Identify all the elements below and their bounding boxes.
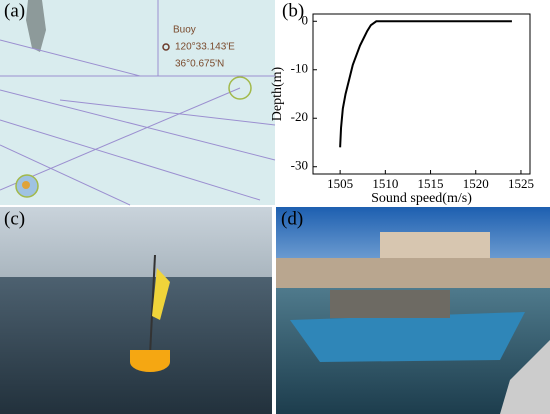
x-tick-label: 1515 [418, 176, 444, 191]
map-panel: Buoy 120°33.143'E 36°0.675'N (a) [0, 0, 276, 206]
y-tick-label: -30 [291, 158, 308, 173]
y-tick-label: 0 [302, 12, 309, 27]
panel-label: (b) [282, 0, 304, 21]
sound-speed-profile [339, 20, 512, 148]
panel-label: (a) [4, 0, 25, 21]
x-tick-label: 1505 [327, 176, 353, 191]
panel-label: (d) [281, 208, 303, 229]
map-label: Buoy [173, 25, 196, 36]
y-axis-label: Depth(m) [270, 66, 285, 121]
photo-boat: (d) [276, 207, 550, 414]
photo-buoy: (c) [0, 207, 272, 414]
map-longitude: 120°33.143'E [175, 42, 235, 53]
x-axis-label: Sound speed(m/s) [371, 191, 472, 206]
y-tick-label: -20 [291, 109, 308, 124]
x-tick-label: 1520 [463, 176, 489, 191]
x-tick-label: 1510 [372, 176, 398, 191]
x-tick-label: 1525 [508, 176, 534, 191]
chart: (b) 1505 1510 1515 1520 1525 0 -10 -20 -30 Sound … [270, 0, 534, 206]
y-tick-label: -10 [291, 61, 308, 76]
map-latitude: 36°0.675'N [175, 59, 224, 70]
axes-box [312, 13, 531, 175]
panel-label: (c) [4, 208, 25, 229]
